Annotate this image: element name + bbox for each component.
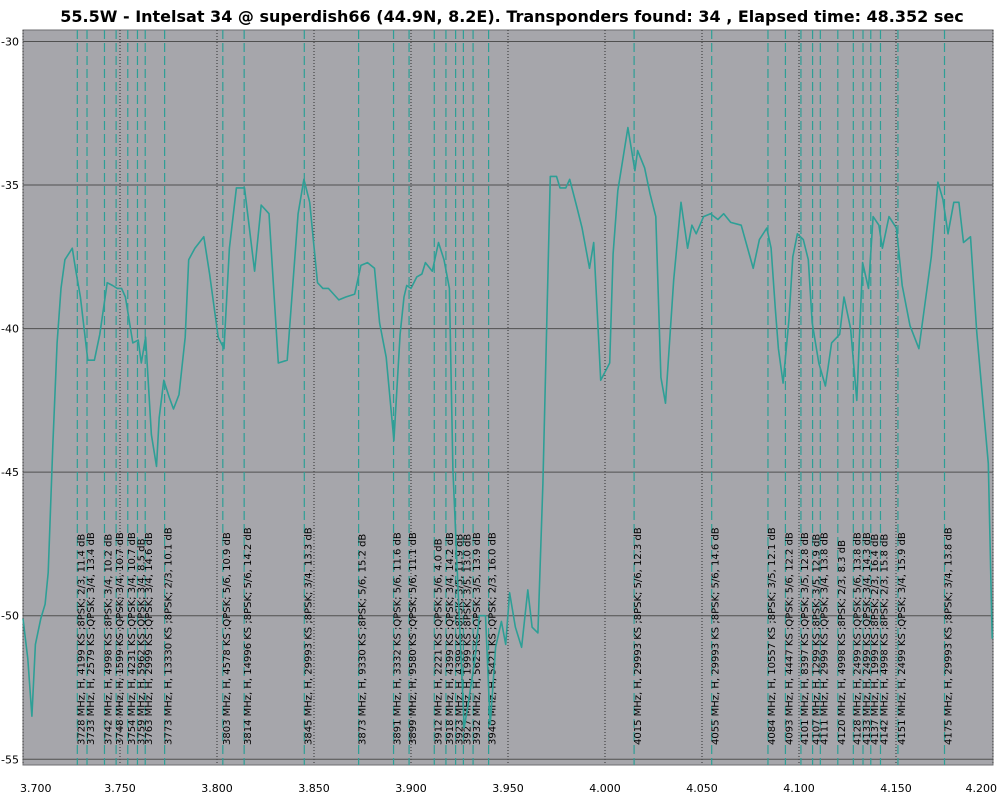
x-tick-label: 4.050: [686, 782, 718, 795]
x-tick-label: 4.200: [966, 782, 998, 795]
transponder-label: 3940 MHz, H, 5421 KS ;QPSK; 2/3, 16.0 dB: [488, 532, 499, 745]
x-axis-ticks: 3.700 3.750 3.800 3.850 3.900 3.950 4.000 4.050…: [20, 782, 997, 795]
transponder-label: 4015 MHz, H, 29993 KS ;8PSK; 5/6, 12.3 d…: [633, 527, 644, 745]
x-tick-label: 3.700: [20, 782, 52, 795]
transponder-label: 3742 MHz, H, 4998 KS ;8PSK; 3/4, 10.2 dB: [103, 534, 114, 745]
transponder-label: 3763 MHz, H, 2999 KS ;QPSK; 3/4, 14.6 dB: [144, 532, 155, 745]
transponder-label: 4142 MHz, H, 4998 KS ;8PSK; 2/3, 15.8 dB: [879, 534, 890, 745]
transponder-label: 3873 MHz, H, 9330 KS ;8PSK; 5/6, 15.2 dB: [358, 534, 369, 745]
x-tick-label: 3.750: [104, 782, 136, 795]
x-gridlines: [22, 30, 994, 765]
spectrum-line: [22, 126, 993, 729]
transponder-label: 3891 MHz, H, 3332 KS ;QPSK; 5/6, 11.6 dB: [393, 532, 404, 745]
y-tick-label: -30: [1, 35, 19, 48]
x-tick-label: 4.150: [880, 782, 912, 795]
transponder-label: 4151 MHz, H, 2499 KS ;QPSK; 3/4, 15.9 dB: [897, 532, 908, 745]
x-tick-label: 3.950: [492, 782, 524, 795]
transponder-label: 4093 MHz, H, 4447 KS ;QPSK; 5/6, 12.2 dB: [784, 532, 795, 745]
x-tick-label: 3.850: [298, 782, 330, 795]
transponder-label: 3899 MHz, H, 9580 KS ;QPSK; 5/6, 11.1 dB: [408, 532, 419, 745]
chart-title: 55.5W - Intelsat 34 @ superdish66 (44.9N…: [60, 7, 963, 26]
transponder-label: 4055 MHz, H, 29993 KS ;8PSK; 5/6, 14.6 d…: [711, 527, 722, 745]
transponder-label: 3814 MHz, H, 14996 KS ;8PSK; 5/6, 14.2 d…: [243, 527, 254, 745]
y-tick-label: -55: [1, 753, 19, 766]
transponder-label: 3754 MHz, H, 4231 KS ;QPSK; 3/4, 10.7 dB: [127, 532, 138, 745]
transponder-label: 3912 MHz, H, 2221 KS ;QPSK; 5/6, 4.0 dB: [433, 538, 444, 745]
x-tick-label: 4.000: [589, 782, 621, 795]
transponder-label: 3927 MHz, H, 1999 KS ;8PSK; 3/5, 13.0 dB: [462, 534, 473, 745]
x-tick-label: 3.800: [201, 782, 233, 795]
transponder-label: 4128 MHz, H, 2499 KS ;QPSK; 5/6, 13.8 dB: [852, 532, 863, 745]
transponder-label: 4133 MHz, H, 2499 KS ;QPSK; 3/4, 14.3 dB: [862, 532, 873, 745]
y-tick-label: -40: [1, 323, 19, 336]
transponder-label: 3748 MHz, H, 1599 KS ;QPSK; 3/4, 10.7 dB: [115, 532, 126, 745]
x-tick-label: 3.900: [395, 782, 427, 795]
transponder-label: 4137 MHz, H, 1999 KS ;8PSK; 2/3, 16.4 dB: [870, 534, 881, 745]
transponder-label: 4084 MHz, H, 10557 KS ;8PSK; 3/5, 12.1 d…: [767, 527, 778, 745]
x-tick-label: 4.100: [783, 782, 815, 795]
y-tick-label: -50: [1, 610, 19, 623]
y-axis-ticks: -30 -35 -40 -45 -50 -55: [1, 35, 19, 766]
transponder-label: 3759 MHz, H, 5962 KS ;QPSK; 3/4, 8.5 dB: [136, 538, 147, 745]
transponder-label: 3733 MHz, H, 2579 KS ;QPSK; 3/4, 13.4 dB: [86, 532, 97, 745]
transponder-label: 4107 MHz, H, 1299 KS ;8PSK; 3/5, 12.9 dB: [812, 534, 823, 745]
transponder-markers: [76, 30, 946, 765]
transponder-label: 4101 MHz, H, 8397 KS ;QPSK; 3/5, 12.8 dB: [800, 532, 811, 745]
transponder-label: 3728 MHz, H, 4199 KS ;8PSK; 2/3, 11.4 dB: [76, 534, 87, 745]
transponder-label: 4111 MHz, H, 2999 KS ;QPSK; 3/4, 13.8 dB: [819, 532, 830, 745]
transponder-label: 3845 MHz, H, 29993 KS ;8PSK; 3/4, 13.3 d…: [303, 527, 314, 745]
transponder-label: 4120 MHz, H, 4998 KS ;8PSK; 2/3, 8.3 dB: [837, 540, 848, 745]
transponder-label: 3918 MHz, H, 4399 KS ;QPSK; 3/4, 14.2 dB: [445, 532, 456, 745]
y-tick-label: -45: [1, 466, 19, 479]
transponder-label: 4175 MHz, H, 29993 KS ;8PSK; 3/4, 13.8 d…: [944, 527, 955, 745]
transponder-label: 3773 MHz, H, 13330 KS ;8PSK; 2/3, 10.1 d…: [164, 527, 175, 745]
transponder-label: 3803 MHz, H, 4578 KS ;QPSK; 5/6, 10.9 dB: [222, 532, 233, 745]
y-tick-label: -35: [1, 179, 19, 192]
